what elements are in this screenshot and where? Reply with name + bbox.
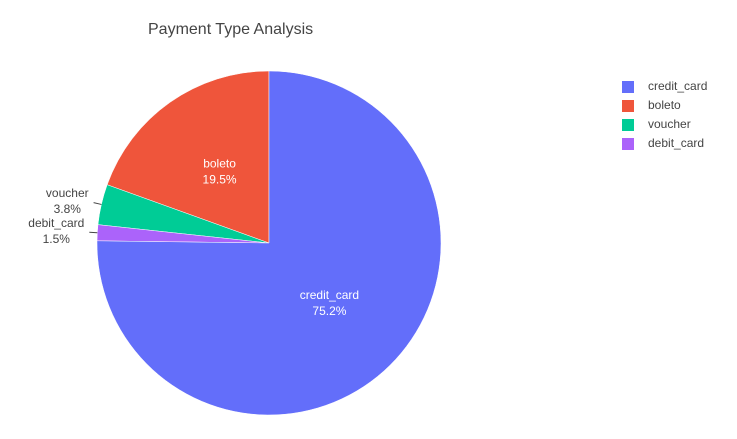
slice-percent: 1.5% xyxy=(43,232,71,246)
chart-title: Payment Type Analysis xyxy=(148,21,313,38)
legend-swatch[interactable] xyxy=(622,100,634,112)
slice-percent: 75.2% xyxy=(312,304,346,318)
slice-label-text: boleto 19.5% xyxy=(203,157,237,187)
slice-label-text: credit_card 75.2% xyxy=(300,288,359,318)
pie-slice xyxy=(106,70,270,244)
slice-label: credit_card 75.2% xyxy=(300,288,359,318)
legend-swatch[interactable] xyxy=(622,138,634,150)
legend-label[interactable]: debit_card xyxy=(648,136,704,150)
legend-swatch[interactable] xyxy=(622,119,634,131)
slice-name: credit_card xyxy=(300,288,359,302)
legend-label[interactable]: boleto xyxy=(648,98,681,112)
pie-slice xyxy=(96,70,442,416)
label-connector xyxy=(93,202,102,205)
slice-label-text: voucher 3.8% xyxy=(46,186,89,216)
slice-name: debit_card xyxy=(28,216,84,230)
slice-label-text: debit_card 1.5% xyxy=(28,216,84,246)
slice-name: boleto xyxy=(203,157,236,171)
legend-label[interactable]: credit_card xyxy=(648,79,707,93)
slice-label: debit_card 1.5% xyxy=(28,216,98,246)
slice-label: boleto 19.5% xyxy=(203,157,237,187)
slice-percent: 19.5% xyxy=(203,173,237,187)
legend-swatch[interactable] xyxy=(622,81,634,93)
slice-name: voucher xyxy=(46,186,89,200)
legend-label[interactable]: voucher xyxy=(648,117,691,131)
slice-label: voucher 3.8% xyxy=(46,186,102,216)
slice-percent: 3.8% xyxy=(54,202,82,216)
